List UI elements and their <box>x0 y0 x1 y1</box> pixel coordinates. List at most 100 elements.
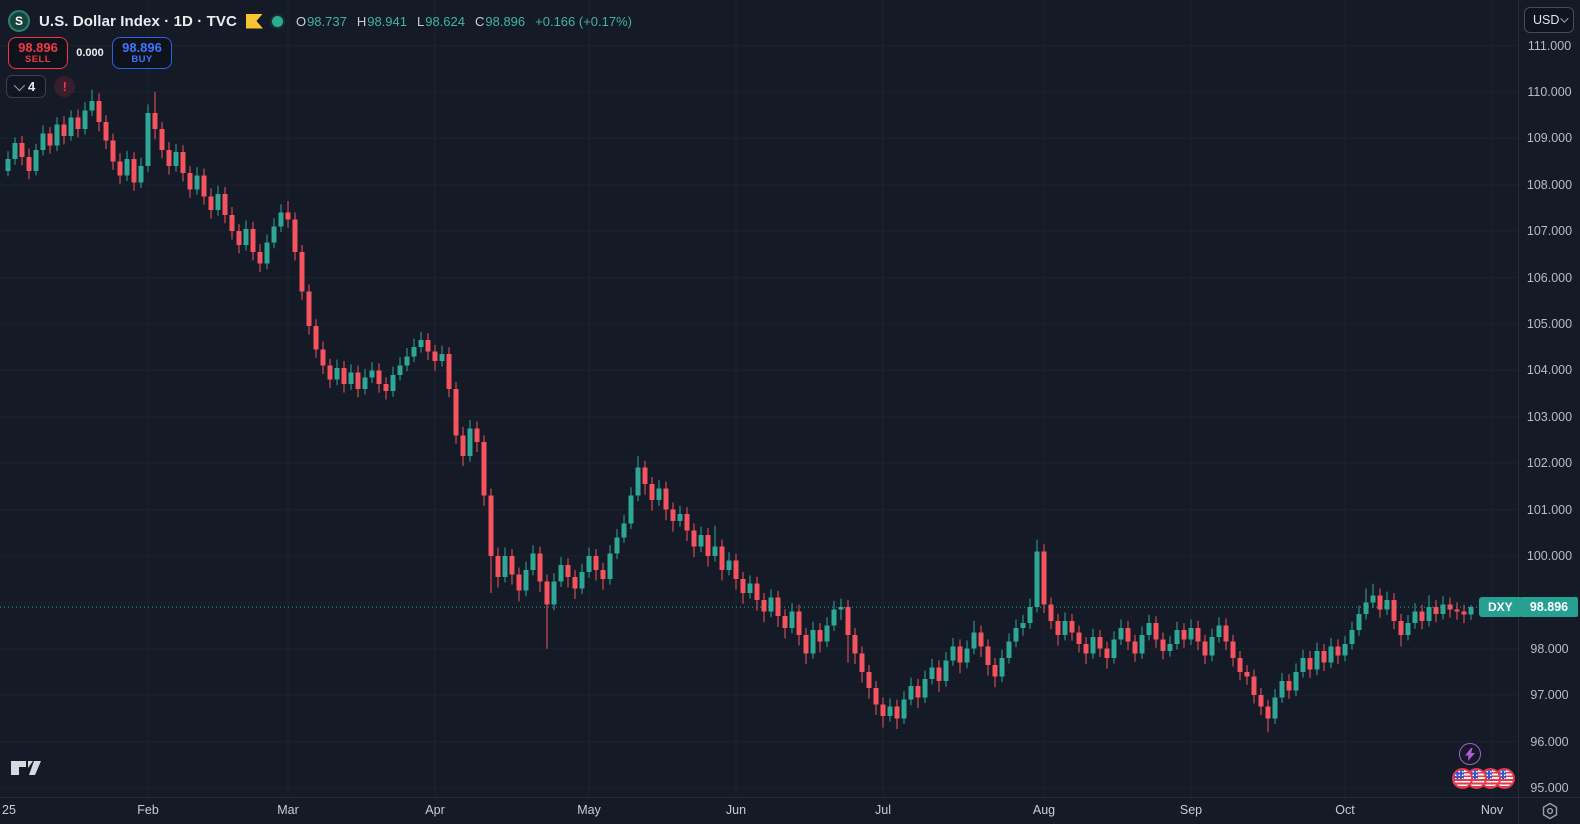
candle <box>1034 551 1040 607</box>
candle <box>789 611 795 628</box>
price-tick: 100.000 <box>1526 548 1573 563</box>
candle <box>628 495 634 524</box>
candle <box>1013 627 1019 642</box>
candle <box>1209 637 1215 656</box>
candle <box>47 133 53 146</box>
candle <box>1384 599 1390 610</box>
timeframe[interactable]: 1D <box>173 12 193 30</box>
candle <box>397 365 403 375</box>
candle <box>936 667 942 682</box>
candle <box>446 354 452 389</box>
candle <box>243 228 249 246</box>
candle <box>817 630 823 642</box>
candle <box>586 555 592 573</box>
price-axis[interactable]: USD 111.000 110.000 109.000 108.000 107.000 1… <box>1518 0 1580 797</box>
price-tick: 108.000 <box>1526 177 1573 192</box>
candle <box>1440 604 1446 614</box>
high-label: H <box>356 13 367 29</box>
candle <box>544 581 550 605</box>
candle <box>26 156 32 171</box>
candle <box>257 251 263 264</box>
candle <box>33 149 39 171</box>
candle <box>131 159 137 183</box>
candle <box>1398 620 1404 635</box>
candle <box>1160 639 1166 652</box>
open-label: O <box>295 13 307 29</box>
candle <box>775 597 781 617</box>
candle <box>1216 625 1222 638</box>
flag-icon[interactable] <box>245 13 263 29</box>
candle <box>201 175 207 197</box>
candle <box>607 553 613 580</box>
candlestick-chart[interactable] <box>0 0 1518 797</box>
candle <box>719 546 725 570</box>
candle <box>418 340 424 348</box>
time-axis[interactable]: 25 Feb Mar Apr May Jun Jul Aug Sep Oct Nov <box>0 797 1580 824</box>
symbol-logo-icon: S <box>8 10 30 32</box>
candle <box>985 646 991 665</box>
us-flag-coins-widget[interactable] <box>1452 768 1515 789</box>
candle <box>1468 606 1474 615</box>
gear-icon[interactable] <box>1541 802 1559 820</box>
candle <box>502 555 508 577</box>
candle <box>1356 613 1362 631</box>
candle <box>432 351 438 362</box>
candle <box>61 124 67 136</box>
candle <box>152 112 158 130</box>
candle <box>1405 623 1411 635</box>
objects-count: 4 <box>28 79 36 94</box>
candle <box>1258 695 1264 707</box>
quick-actions-button[interactable] <box>1459 743 1481 765</box>
exchange: TVC <box>206 12 237 30</box>
time-tick: Jul <box>875 803 891 817</box>
buy-button[interactable]: 98.896 BUY <box>112 37 172 69</box>
sell-button[interactable]: 98.896 SELL <box>8 37 68 69</box>
candle <box>1181 630 1187 640</box>
candle <box>614 537 620 554</box>
candle <box>915 685 921 698</box>
candle <box>1069 620 1075 633</box>
candle <box>579 572 585 589</box>
tradingview-logo[interactable] <box>10 757 42 779</box>
candle <box>425 340 431 352</box>
candle <box>278 212 284 227</box>
candle <box>1195 627 1201 642</box>
candle <box>1293 671 1299 691</box>
candle <box>439 354 445 362</box>
candle <box>173 152 179 167</box>
candle <box>1307 657 1313 670</box>
candle <box>313 326 319 350</box>
symbol-header: S U.S. Dollar Index · 1D · TVC O 98.737 H… <box>8 9 632 33</box>
candle <box>124 159 130 176</box>
close-label: C <box>474 13 485 29</box>
candle <box>845 606 851 635</box>
currency-dropdown[interactable]: USD <box>1524 7 1574 33</box>
candle <box>348 372 354 385</box>
candle <box>299 251 305 292</box>
candle <box>1153 623 1159 640</box>
page-title[interactable]: U.S. Dollar Index · 1D · TVC <box>39 13 237 30</box>
candle <box>1090 637 1096 654</box>
chevron-down-icon <box>1560 14 1569 23</box>
candle <box>1111 639 1117 658</box>
candle <box>159 129 165 150</box>
ohlc-values: O 98.737 H 98.941 L 98.624 C 98.896 +0.166 (… <box>296 14 632 29</box>
candle <box>68 117 74 136</box>
candle <box>180 152 186 174</box>
warning-badge[interactable]: ! <box>54 76 76 97</box>
objects-collapse-toggle[interactable]: 4 <box>6 75 47 98</box>
trade-panel: 98.896 SELL 0.000 98.896 BUY <box>8 37 172 69</box>
market-status-dot[interactable] <box>271 15 283 27</box>
candle <box>726 560 732 570</box>
candle <box>733 560 739 580</box>
candle <box>530 553 536 570</box>
low-label: L <box>416 13 425 29</box>
candle <box>1391 599 1397 621</box>
us-flag-coin-icon <box>1452 768 1473 789</box>
price-tick: 97.000 <box>1530 688 1569 703</box>
candle <box>285 212 291 220</box>
candle <box>852 634 858 654</box>
price-tick: 104.000 <box>1526 363 1573 378</box>
candle <box>187 173 193 190</box>
